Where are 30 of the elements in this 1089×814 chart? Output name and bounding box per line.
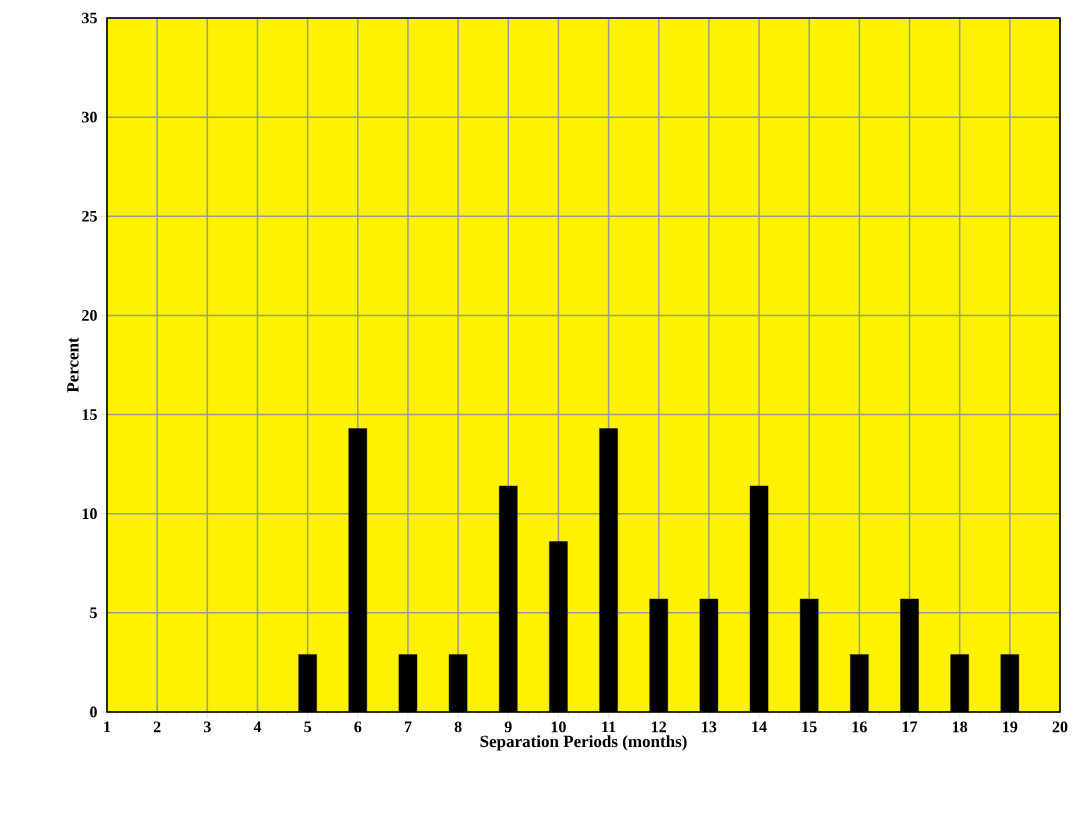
x-tick-label: 8 bbox=[454, 721, 462, 733]
x-tick-label: 9 bbox=[504, 721, 512, 733]
x-tick-label: 20 bbox=[1052, 721, 1068, 733]
x-tick-label: 11 bbox=[602, 721, 616, 733]
x-tick-label: 6 bbox=[354, 721, 362, 733]
y-tick-label: 15 bbox=[82, 409, 97, 420]
x-tick-label: 2 bbox=[153, 721, 161, 733]
y-tick-label: 0 bbox=[90, 706, 97, 718]
y-tick-label: 25 bbox=[82, 210, 97, 222]
x-tick-label: 1 bbox=[104, 721, 111, 733]
y-tick-label: 35 bbox=[82, 12, 97, 24]
y-tick-label: 5 bbox=[90, 607, 97, 619]
x-axis-title: Separation Periods (months) bbox=[480, 735, 687, 751]
x-tick-label: 16 bbox=[852, 721, 867, 733]
x-tick-label: 17 bbox=[902, 721, 918, 733]
x-tick-label: 3 bbox=[203, 721, 211, 733]
x-tick-label: 10 bbox=[551, 721, 566, 733]
y-tick-label: 10 bbox=[82, 508, 97, 520]
x-tick-label: 5 bbox=[304, 721, 312, 733]
x-tick-label: 15 bbox=[802, 721, 817, 733]
x-tick-label: 7 bbox=[404, 721, 412, 733]
x-tick-label: 14 bbox=[752, 721, 767, 733]
y-axis-title: Percent bbox=[67, 337, 79, 393]
x-tick-label: 19 bbox=[1003, 721, 1018, 733]
y-tick-label: 30 bbox=[82, 111, 97, 123]
x-tick-label: 12 bbox=[652, 721, 667, 733]
y-tick-label: 20 bbox=[82, 310, 97, 321]
x-tick-label: 13 bbox=[702, 721, 717, 733]
x-tick-label: 18 bbox=[952, 721, 968, 733]
x-tick-label: 4 bbox=[253, 721, 262, 733]
